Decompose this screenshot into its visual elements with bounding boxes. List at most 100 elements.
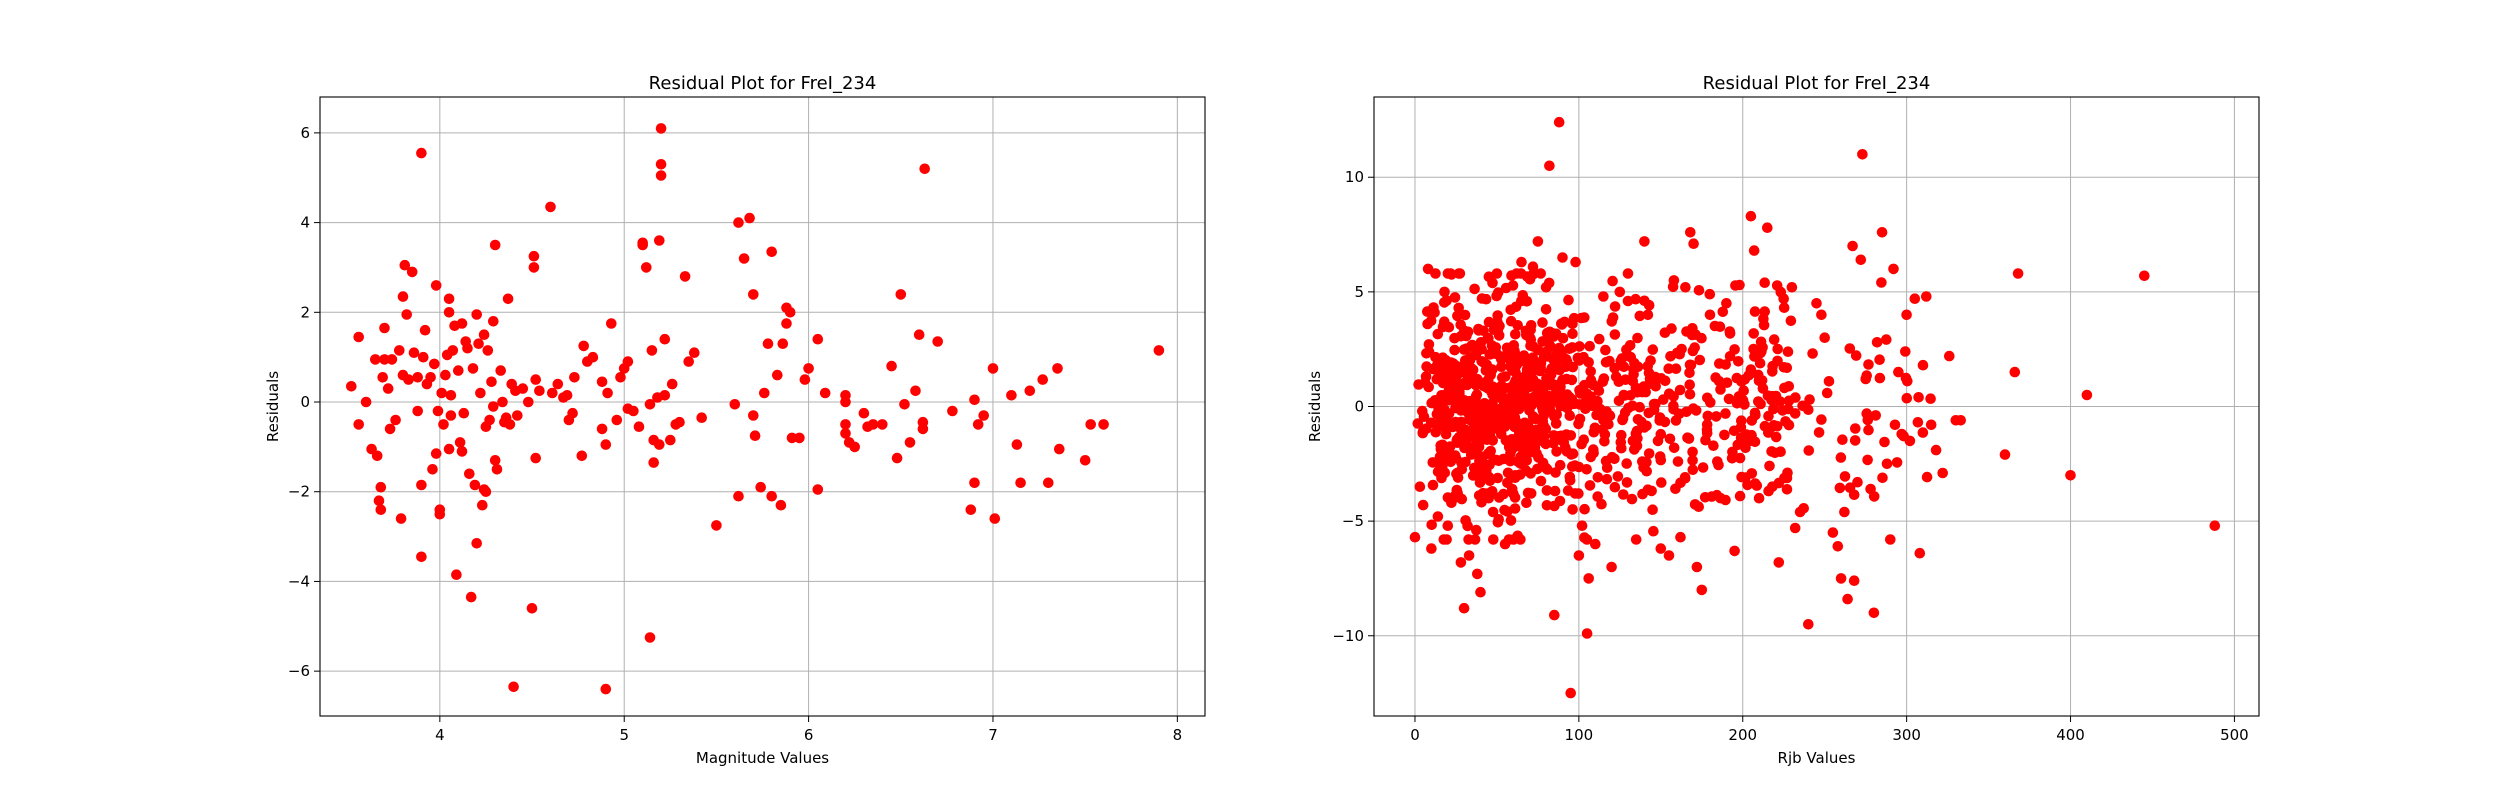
data-point [1745,210,1757,222]
data-point [1438,363,1450,375]
data-point [1768,334,1780,345]
data-point [1684,389,1696,400]
data-point [1842,593,1853,605]
data-point [440,369,451,381]
data-point [1794,506,1806,518]
data-point [1560,442,1571,453]
data-point [1655,373,1667,384]
data-point [655,170,667,181]
data-point [416,551,427,563]
data-point [1535,268,1546,279]
data-point [1555,347,1566,358]
data-point [432,405,444,417]
data-point [1469,283,1480,295]
data-point [1492,472,1503,484]
data-point [1043,477,1054,489]
data-point [419,324,431,336]
data-point [443,443,455,455]
data-point [1643,407,1655,419]
data-point [1904,435,1916,447]
data-point [1609,329,1621,340]
chart-2: 0 100 200 300 400 500 −10 −5 0 5 10 Residual Plot f… [1306,73,2260,767]
data-point [1647,344,1659,355]
data-point [1541,485,1553,496]
data-point [1684,379,1695,391]
data-point [1664,433,1676,445]
data-point [840,428,851,439]
data-point [1439,297,1450,308]
data-point [1079,455,1091,466]
data-point [1621,458,1632,469]
data-point [1687,446,1698,458]
data-point [1510,375,1522,386]
data-point [587,351,599,363]
data-point [1489,382,1501,394]
data-point [528,262,540,273]
data-point [1827,527,1839,538]
data-point [1442,268,1454,279]
data-point [1726,453,1738,464]
data-point [1909,293,1921,305]
data-point [1852,476,1863,488]
data-point [766,246,777,258]
data-point [1565,449,1577,460]
data-point [1569,398,1581,410]
data-point [475,387,486,399]
data-point [654,235,665,246]
data-point [648,457,659,468]
data-point [1582,391,1594,402]
data-point [1739,374,1750,385]
data-point [1609,453,1620,465]
data-point [1447,393,1459,405]
data-point [1414,481,1426,493]
data-point [1469,534,1481,545]
data-point [443,293,455,305]
data-point [877,419,888,430]
data-point [1870,410,1881,421]
x-tick-label: 8 [1173,726,1183,744]
data-point [1674,384,1686,396]
data-point [1584,480,1596,491]
data-point [1696,332,1707,344]
data-point [1762,222,1773,233]
y-tick-label: −2 [288,483,310,501]
data-point [1540,462,1552,474]
data-point [1594,333,1605,345]
data-point [711,520,722,531]
data-point [1693,285,1705,296]
data-point [1811,298,1822,309]
data-point [1534,365,1546,377]
data-point [1868,607,1880,619]
data-point [1480,293,1492,305]
data-point [1720,359,1731,370]
data-point [1578,434,1590,446]
data-point [1704,288,1716,300]
data-point [1758,319,1770,331]
data-point [508,681,519,693]
data-point [1782,346,1794,358]
data-point [1777,405,1788,416]
data-point [1770,431,1782,443]
data-point [696,412,707,424]
data-point [1441,534,1452,545]
data-point [1452,472,1464,483]
data-point [1579,532,1590,543]
data-point [1617,414,1628,426]
data-point [1473,490,1485,501]
data-point [1848,575,1860,586]
data-point [1708,440,1719,452]
data-point [1502,506,1513,517]
data-point [1900,346,1911,357]
data-point [379,322,390,334]
data-point [1467,470,1479,481]
data-point [1641,420,1652,432]
data-point [1549,500,1560,512]
data-point [1542,390,1554,402]
data-point [1609,301,1621,312]
data-point [1863,359,1874,370]
x-tick-label: 100 [1565,726,1594,744]
data-point [412,405,424,417]
data-point [1452,310,1463,322]
data-point [1917,427,1929,438]
data-point [489,455,501,466]
